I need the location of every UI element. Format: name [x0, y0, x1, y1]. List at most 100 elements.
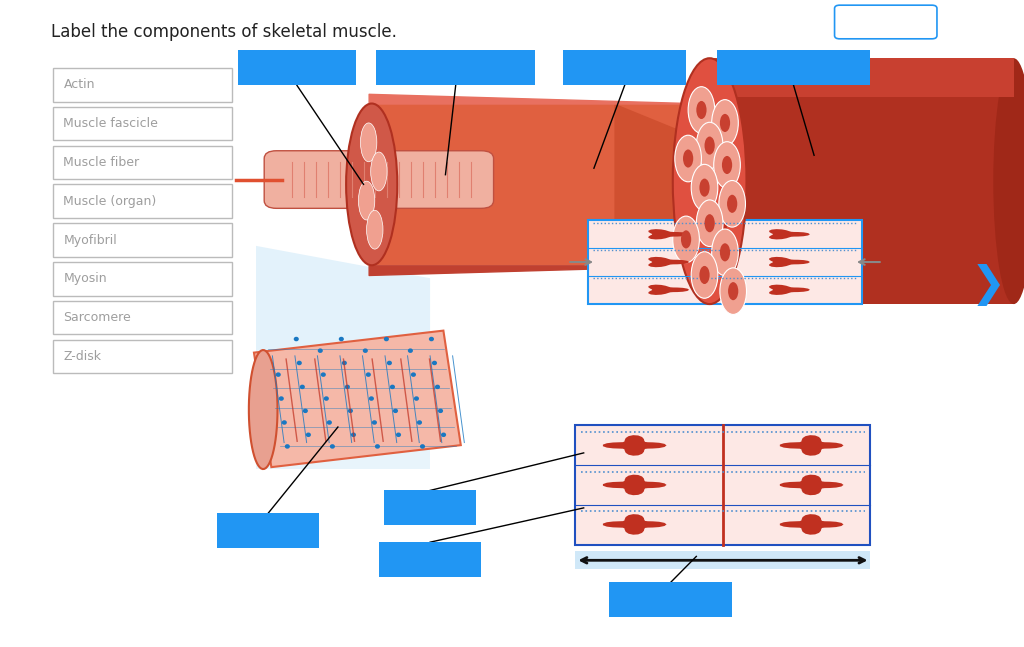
Polygon shape [769, 285, 810, 295]
Ellipse shape [417, 421, 422, 425]
Polygon shape [648, 285, 689, 295]
Ellipse shape [351, 432, 356, 437]
Ellipse shape [696, 200, 723, 247]
Text: Label the components of skeletal muscle.: Label the components of skeletal muscle. [51, 23, 397, 41]
Ellipse shape [414, 396, 419, 400]
FancyBboxPatch shape [575, 551, 870, 569]
Ellipse shape [393, 409, 398, 413]
FancyBboxPatch shape [563, 50, 686, 85]
Polygon shape [780, 514, 844, 534]
Text: Muscle (organ): Muscle (organ) [746, 61, 841, 74]
FancyBboxPatch shape [377, 50, 535, 85]
Ellipse shape [279, 396, 284, 400]
FancyBboxPatch shape [717, 50, 870, 85]
Ellipse shape [675, 135, 701, 182]
FancyBboxPatch shape [53, 184, 232, 218]
FancyBboxPatch shape [53, 340, 232, 373]
Polygon shape [603, 475, 667, 495]
FancyBboxPatch shape [217, 513, 319, 548]
FancyBboxPatch shape [379, 542, 481, 577]
Ellipse shape [396, 432, 401, 437]
Ellipse shape [371, 152, 387, 191]
FancyBboxPatch shape [609, 582, 732, 617]
Text: Myofibril: Myofibril [63, 234, 117, 247]
Text: Muscle fiber: Muscle fiber [587, 61, 663, 74]
Ellipse shape [688, 87, 715, 133]
Ellipse shape [699, 179, 710, 197]
Polygon shape [648, 229, 689, 239]
Ellipse shape [432, 361, 437, 365]
FancyBboxPatch shape [588, 220, 862, 304]
Ellipse shape [360, 123, 377, 162]
Ellipse shape [327, 421, 332, 425]
Ellipse shape [387, 361, 392, 365]
Text: Muscle (organ): Muscle (organ) [63, 195, 157, 208]
Ellipse shape [441, 432, 446, 437]
Ellipse shape [369, 396, 374, 400]
Ellipse shape [330, 444, 335, 449]
Text: Myosin: Myosin [63, 272, 108, 285]
Polygon shape [707, 58, 1014, 304]
Text: Muscle fascicle: Muscle fascicle [409, 61, 503, 74]
Text: Sarcomere: Sarcomere [63, 311, 131, 324]
Text: Myofibril: Myofibril [270, 61, 324, 74]
Polygon shape [769, 229, 810, 239]
Ellipse shape [722, 156, 732, 174]
FancyBboxPatch shape [53, 68, 232, 102]
Polygon shape [780, 475, 844, 495]
Ellipse shape [390, 384, 395, 389]
Ellipse shape [342, 361, 347, 365]
Ellipse shape [683, 149, 693, 168]
Text: Z-disk: Z-disk [63, 350, 101, 363]
Ellipse shape [720, 243, 730, 261]
Ellipse shape [294, 336, 299, 342]
FancyBboxPatch shape [238, 50, 356, 85]
Ellipse shape [696, 101, 707, 119]
Text: Actin: Actin [63, 78, 95, 91]
Ellipse shape [727, 195, 737, 213]
FancyBboxPatch shape [835, 5, 937, 39]
Text: 2 pts: 2 pts [868, 15, 903, 29]
FancyBboxPatch shape [575, 425, 870, 545]
Polygon shape [780, 435, 844, 455]
FancyBboxPatch shape [53, 107, 232, 140]
Ellipse shape [275, 373, 281, 377]
Ellipse shape [375, 444, 380, 449]
Polygon shape [256, 246, 430, 446]
Ellipse shape [372, 421, 377, 425]
Text: Muscle fascicle: Muscle fascicle [63, 117, 159, 130]
Ellipse shape [384, 336, 389, 342]
FancyBboxPatch shape [264, 151, 494, 208]
Ellipse shape [285, 444, 290, 449]
Ellipse shape [408, 349, 413, 353]
Text: Muscle fiber: Muscle fiber [63, 156, 139, 169]
Ellipse shape [366, 373, 371, 377]
Polygon shape [614, 104, 710, 265]
Ellipse shape [367, 210, 383, 249]
Ellipse shape [317, 349, 323, 353]
FancyBboxPatch shape [53, 262, 232, 296]
Ellipse shape [297, 361, 302, 365]
Polygon shape [249, 350, 278, 469]
Ellipse shape [719, 181, 745, 227]
Ellipse shape [362, 349, 368, 353]
FancyBboxPatch shape [53, 301, 232, 334]
Text: Myosin: Myosin [409, 553, 452, 566]
Ellipse shape [429, 336, 434, 342]
Ellipse shape [993, 58, 1024, 304]
Ellipse shape [705, 137, 715, 155]
Ellipse shape [306, 432, 311, 437]
Ellipse shape [714, 142, 740, 188]
Ellipse shape [345, 384, 350, 389]
Ellipse shape [705, 214, 715, 232]
Ellipse shape [420, 444, 425, 449]
Ellipse shape [303, 409, 308, 413]
Ellipse shape [339, 336, 344, 342]
Ellipse shape [681, 230, 691, 248]
Ellipse shape [691, 252, 718, 298]
Text: Sarcomere: Sarcomere [637, 593, 705, 606]
Polygon shape [256, 362, 430, 469]
Ellipse shape [346, 104, 397, 265]
Ellipse shape [712, 229, 738, 276]
Ellipse shape [699, 266, 710, 284]
